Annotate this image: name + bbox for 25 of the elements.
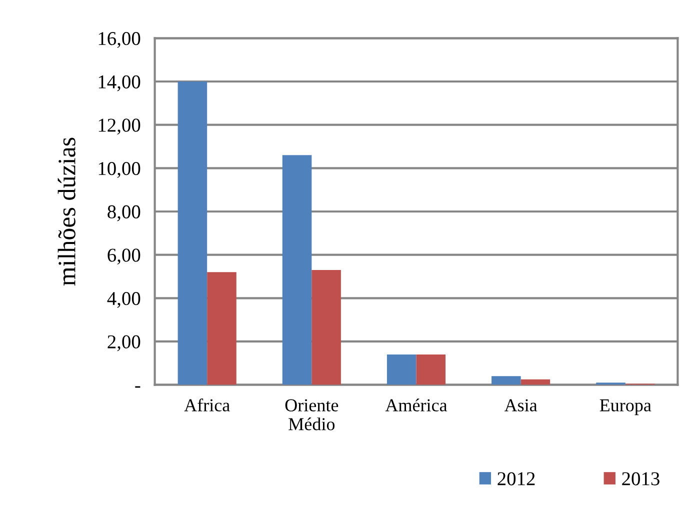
x-tick-label: Africa: [184, 398, 230, 412]
x-tick-label: América: [385, 398, 448, 412]
x-tick-label: Europa: [600, 399, 652, 416]
y-tick-label: 12,00: [98, 118, 140, 135]
bar: [492, 376, 521, 385]
bar: [178, 82, 208, 385]
bar: [520, 379, 550, 385]
y-tick-label: 6,00: [108, 248, 140, 265]
bar: [416, 354, 446, 385]
legend-label: 2012: [498, 472, 535, 486]
x-tick-label: Asia: [504, 399, 538, 412]
y-tick-label: 8,00: [108, 205, 140, 222]
y-tick-label: 16,00: [98, 32, 140, 48]
x-tick-label: Oriente Médio: [285, 399, 338, 430]
y-tick-label: 14,00: [98, 75, 140, 92]
bar: [207, 272, 236, 385]
y-tick-label: 10,00: [98, 162, 140, 178]
bar: [312, 270, 341, 385]
bar: [386, 354, 416, 385]
y-axis-title: milhões dúzias: [58, 138, 76, 286]
legend-label: 2013: [622, 472, 660, 486]
y-tick-label: 2,00: [108, 335, 140, 352]
bar: [282, 155, 312, 385]
y-tick-label: -: [135, 386, 140, 388]
y-tick-label: 4,00: [107, 292, 140, 308]
